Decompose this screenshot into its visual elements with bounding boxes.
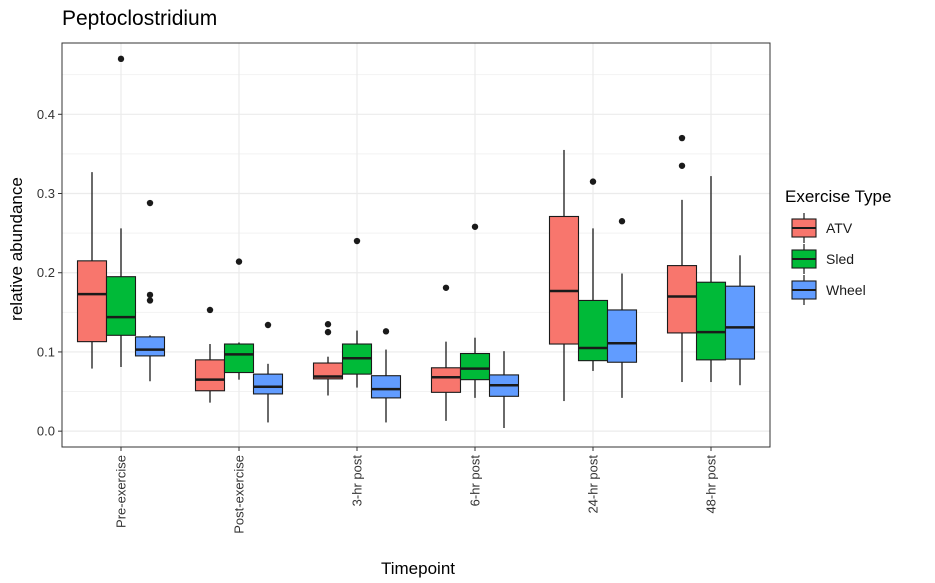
outlier-point xyxy=(264,321,272,329)
y-tick-label: 0.4 xyxy=(37,107,55,122)
outlier-point xyxy=(324,321,332,328)
outlier-point xyxy=(324,328,332,336)
box-body xyxy=(370,375,402,399)
box-wheel-0 xyxy=(134,199,166,382)
x-tick-label: 6-hr post xyxy=(468,455,483,507)
box-body xyxy=(223,343,255,374)
plot-background xyxy=(62,43,770,447)
x-axis-title: Timepoint xyxy=(381,559,455,578)
x-tick-label: Pre-exercise xyxy=(114,455,129,528)
box-atv-5 xyxy=(666,134,698,383)
y-tick-label: 0.1 xyxy=(37,344,55,359)
box-sled-4 xyxy=(577,178,609,371)
y-tick-label: 0.0 xyxy=(37,424,55,439)
legend-item-wheel: Wheel xyxy=(791,275,866,305)
box-body xyxy=(430,367,462,393)
box-sled-1 xyxy=(223,258,255,380)
box-wheel-4 xyxy=(606,218,638,398)
outlier-point xyxy=(442,284,450,291)
legend: Exercise Type ATV Sled Wheel xyxy=(785,187,891,305)
outlier-point xyxy=(678,162,686,169)
box-wheel-2 xyxy=(370,328,402,423)
outlier-point xyxy=(382,328,390,335)
outlier-point xyxy=(146,291,154,299)
box-wheel-1 xyxy=(252,321,284,423)
outlier-point xyxy=(146,199,154,207)
box-body xyxy=(105,276,137,336)
box-sled-3 xyxy=(459,223,491,398)
panel-border xyxy=(61,42,771,448)
legend-item-sled: Sled xyxy=(791,244,854,274)
box-body xyxy=(695,281,727,361)
box-body xyxy=(134,336,166,357)
y-axis-title: relative abundance xyxy=(7,177,26,321)
x-axis-ticks: Pre-exercise Post-exercise 3-hr post 6-hr p… xyxy=(114,447,719,534)
y-axis-ticks: 0.0 0.1 0.2 0.3 0.4 xyxy=(37,107,62,439)
outlier-point xyxy=(618,218,626,225)
box-body xyxy=(666,265,698,334)
box-wheel-5 xyxy=(724,255,756,386)
legend-label: Sled xyxy=(826,251,854,267)
legend-item-atv: ATV xyxy=(791,213,853,243)
box-atv-1 xyxy=(194,306,226,403)
box-atv-3 xyxy=(430,284,462,421)
box-sled-0 xyxy=(105,55,137,367)
box-atv-4 xyxy=(548,149,580,402)
outlier-point xyxy=(146,297,154,304)
box-atv-0 xyxy=(76,172,108,369)
x-tick-label: 3-hr post xyxy=(350,455,365,507)
box-body xyxy=(459,352,491,381)
box-body xyxy=(252,373,284,395)
y-tick-label: 0.3 xyxy=(37,186,55,201)
y-tick-label: 0.2 xyxy=(37,265,55,280)
legend-label: ATV xyxy=(826,220,853,236)
box-wheel-3 xyxy=(488,351,520,428)
chart-title: Peptoclostridium xyxy=(62,7,217,30)
legend-title: Exercise Type xyxy=(785,187,891,206)
box-sled-2 xyxy=(341,237,373,388)
outlier-point xyxy=(678,134,686,142)
x-tick-label: 24-hr post xyxy=(586,455,601,514)
outlier-point xyxy=(206,306,214,314)
box-body xyxy=(76,260,108,343)
boxplot-group xyxy=(76,55,756,428)
outlier-point xyxy=(235,258,243,265)
box-body xyxy=(606,309,638,363)
outlier-point xyxy=(117,55,125,63)
x-tick-label: 48-hr post xyxy=(704,455,719,514)
box-body xyxy=(577,299,609,362)
box-body xyxy=(724,285,756,360)
outlier-point xyxy=(353,237,361,245)
plot-area xyxy=(62,43,770,447)
x-tick-label: Post-exercise xyxy=(232,455,247,534)
outlier-point xyxy=(471,223,479,230)
box-body xyxy=(548,215,580,345)
box-body xyxy=(194,359,226,392)
legend-label: Wheel xyxy=(826,282,866,298)
outlier-point xyxy=(589,178,597,185)
